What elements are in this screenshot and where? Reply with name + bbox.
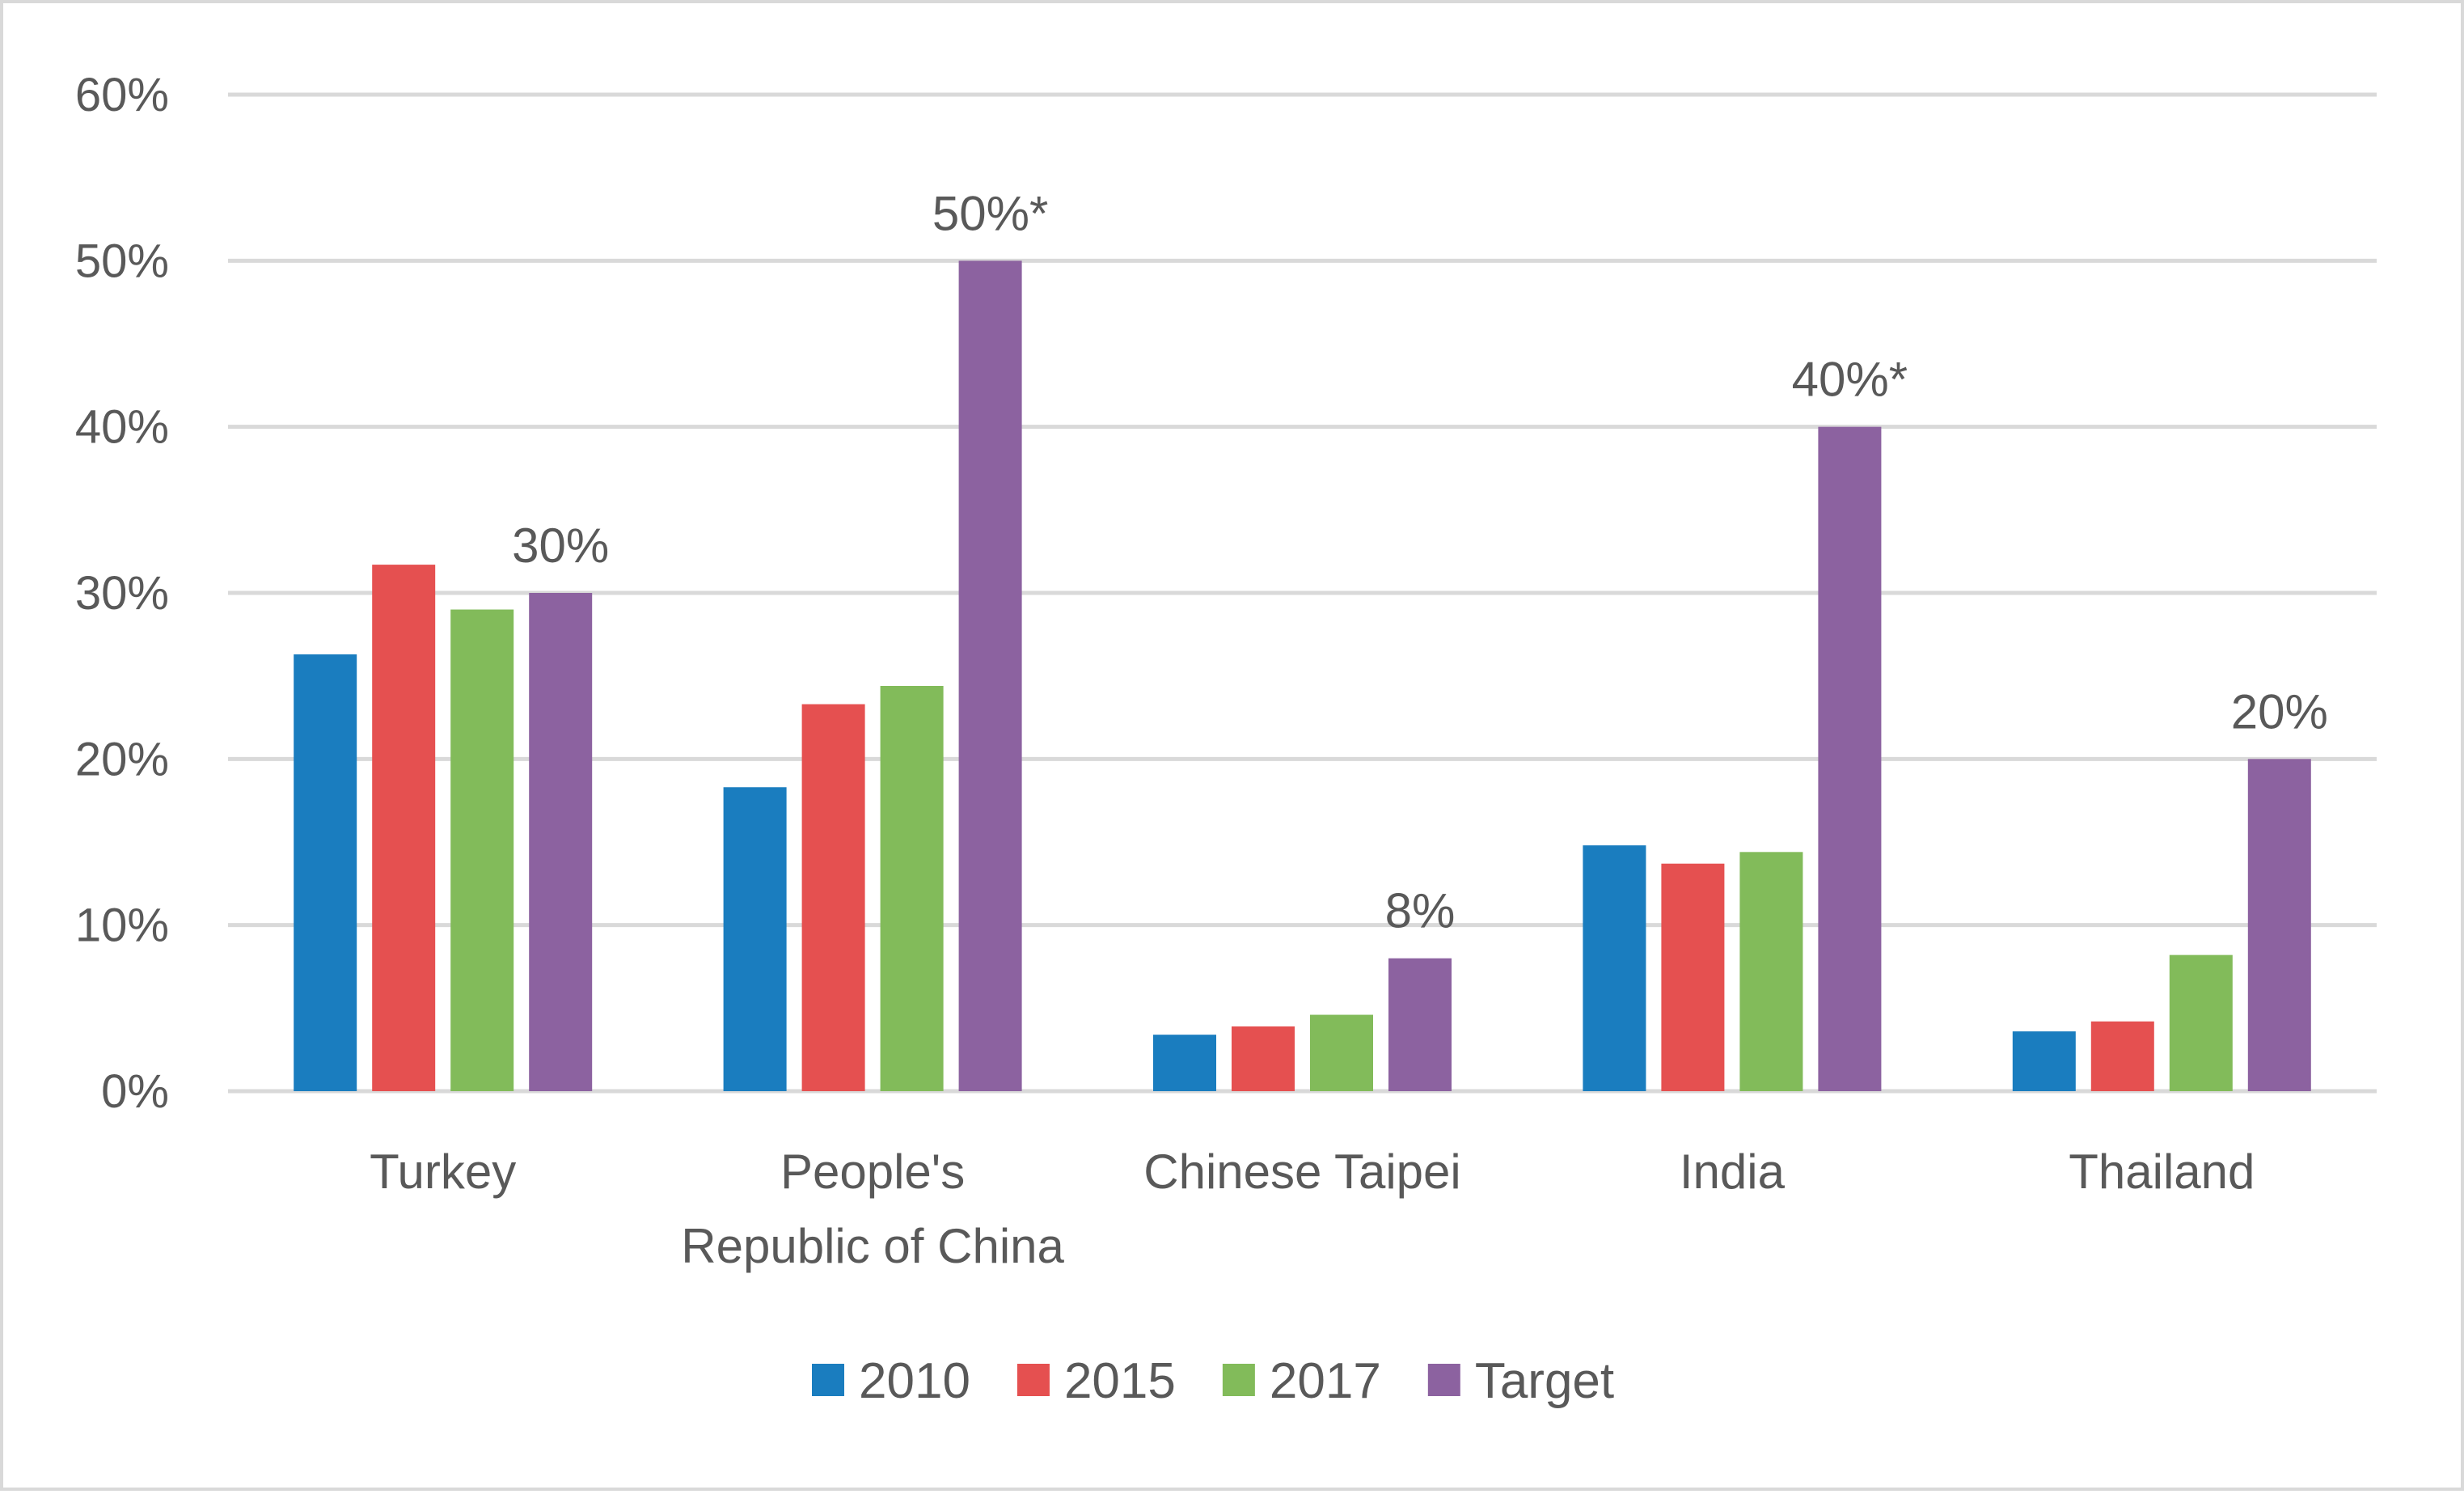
y-tick-label: 40%	[75, 401, 169, 454]
bar-2017-2	[880, 685, 944, 1091]
bar-2010-2	[723, 787, 787, 1091]
legend-label: 2010	[859, 1353, 970, 1409]
bar-2015-1	[372, 565, 436, 1091]
legend: 2010 2015 2017 Target	[812, 1353, 1614, 1409]
bar-target-1	[529, 593, 593, 1091]
category-label: Chinese Taipei	[1143, 1145, 1461, 1199]
data-label: 8%	[1385, 884, 1456, 938]
data-label: 50%*	[932, 186, 1048, 240]
legend-label: 2017	[1270, 1353, 1381, 1409]
bar-target-4	[1818, 426, 1882, 1091]
data-label: 40%*	[1792, 353, 1908, 407]
bar-target-3	[1388, 958, 1452, 1091]
category-label: Thailand	[2069, 1145, 2255, 1199]
data-label: 30%	[512, 518, 609, 573]
bars	[294, 260, 2311, 1091]
y-tick-label: 30%	[75, 567, 169, 620]
bar-2010-3	[1153, 1035, 1216, 1091]
y-tick-label: 60%	[75, 69, 169, 121]
bar-2017-4	[1739, 852, 1803, 1091]
bar-2010-4	[1583, 845, 1646, 1091]
category-label: Turkey	[370, 1145, 516, 1199]
legend-swatch-target	[1427, 1364, 1460, 1396]
bar-2015-5	[2090, 1021, 2154, 1091]
data-labels: 30% 50%* 8% 40%* 20%	[512, 186, 2328, 937]
bar-target-2	[958, 260, 1022, 1091]
legend-swatch-2015	[1016, 1364, 1050, 1396]
legend-swatch-2010	[812, 1364, 844, 1396]
bar-2015-2	[801, 704, 865, 1091]
y-tick-label: 10%	[75, 899, 169, 952]
category-label: India	[1680, 1145, 1786, 1199]
bar-2015-3	[1232, 1026, 1295, 1091]
bar-2017-3	[1310, 1014, 1373, 1091]
bar-2010-5	[2012, 1031, 2076, 1091]
data-label: 20%	[2231, 684, 2328, 739]
bar-2017-1	[450, 609, 514, 1091]
y-axis-ticks: 0% 10% 20% 30% 40% 50% 60%	[75, 69, 169, 1118]
bar-2017-5	[2169, 954, 2233, 1091]
category-labels: Turkey People's Republic of China Chinese T…	[370, 1145, 2255, 1273]
y-tick-label: 0%	[101, 1065, 169, 1118]
legend-label: Target	[1475, 1353, 1614, 1409]
y-tick-label: 20%	[75, 733, 169, 785]
bar-2015-4	[1661, 863, 1725, 1091]
bar-target-5	[2247, 759, 2311, 1091]
category-label: Republic of China	[681, 1219, 1064, 1273]
legend-label: 2015	[1064, 1353, 1176, 1409]
y-tick-label: 50%	[75, 235, 169, 287]
category-label: People's	[780, 1145, 965, 1199]
legend-swatch-2017	[1222, 1364, 1255, 1396]
bar-2010-1	[294, 654, 357, 1091]
bar-chart: 0% 10% 20% 30% 40% 50% 60% 30% 50%* 8% 40%* 20% Tu…	[75, 69, 2377, 1409]
